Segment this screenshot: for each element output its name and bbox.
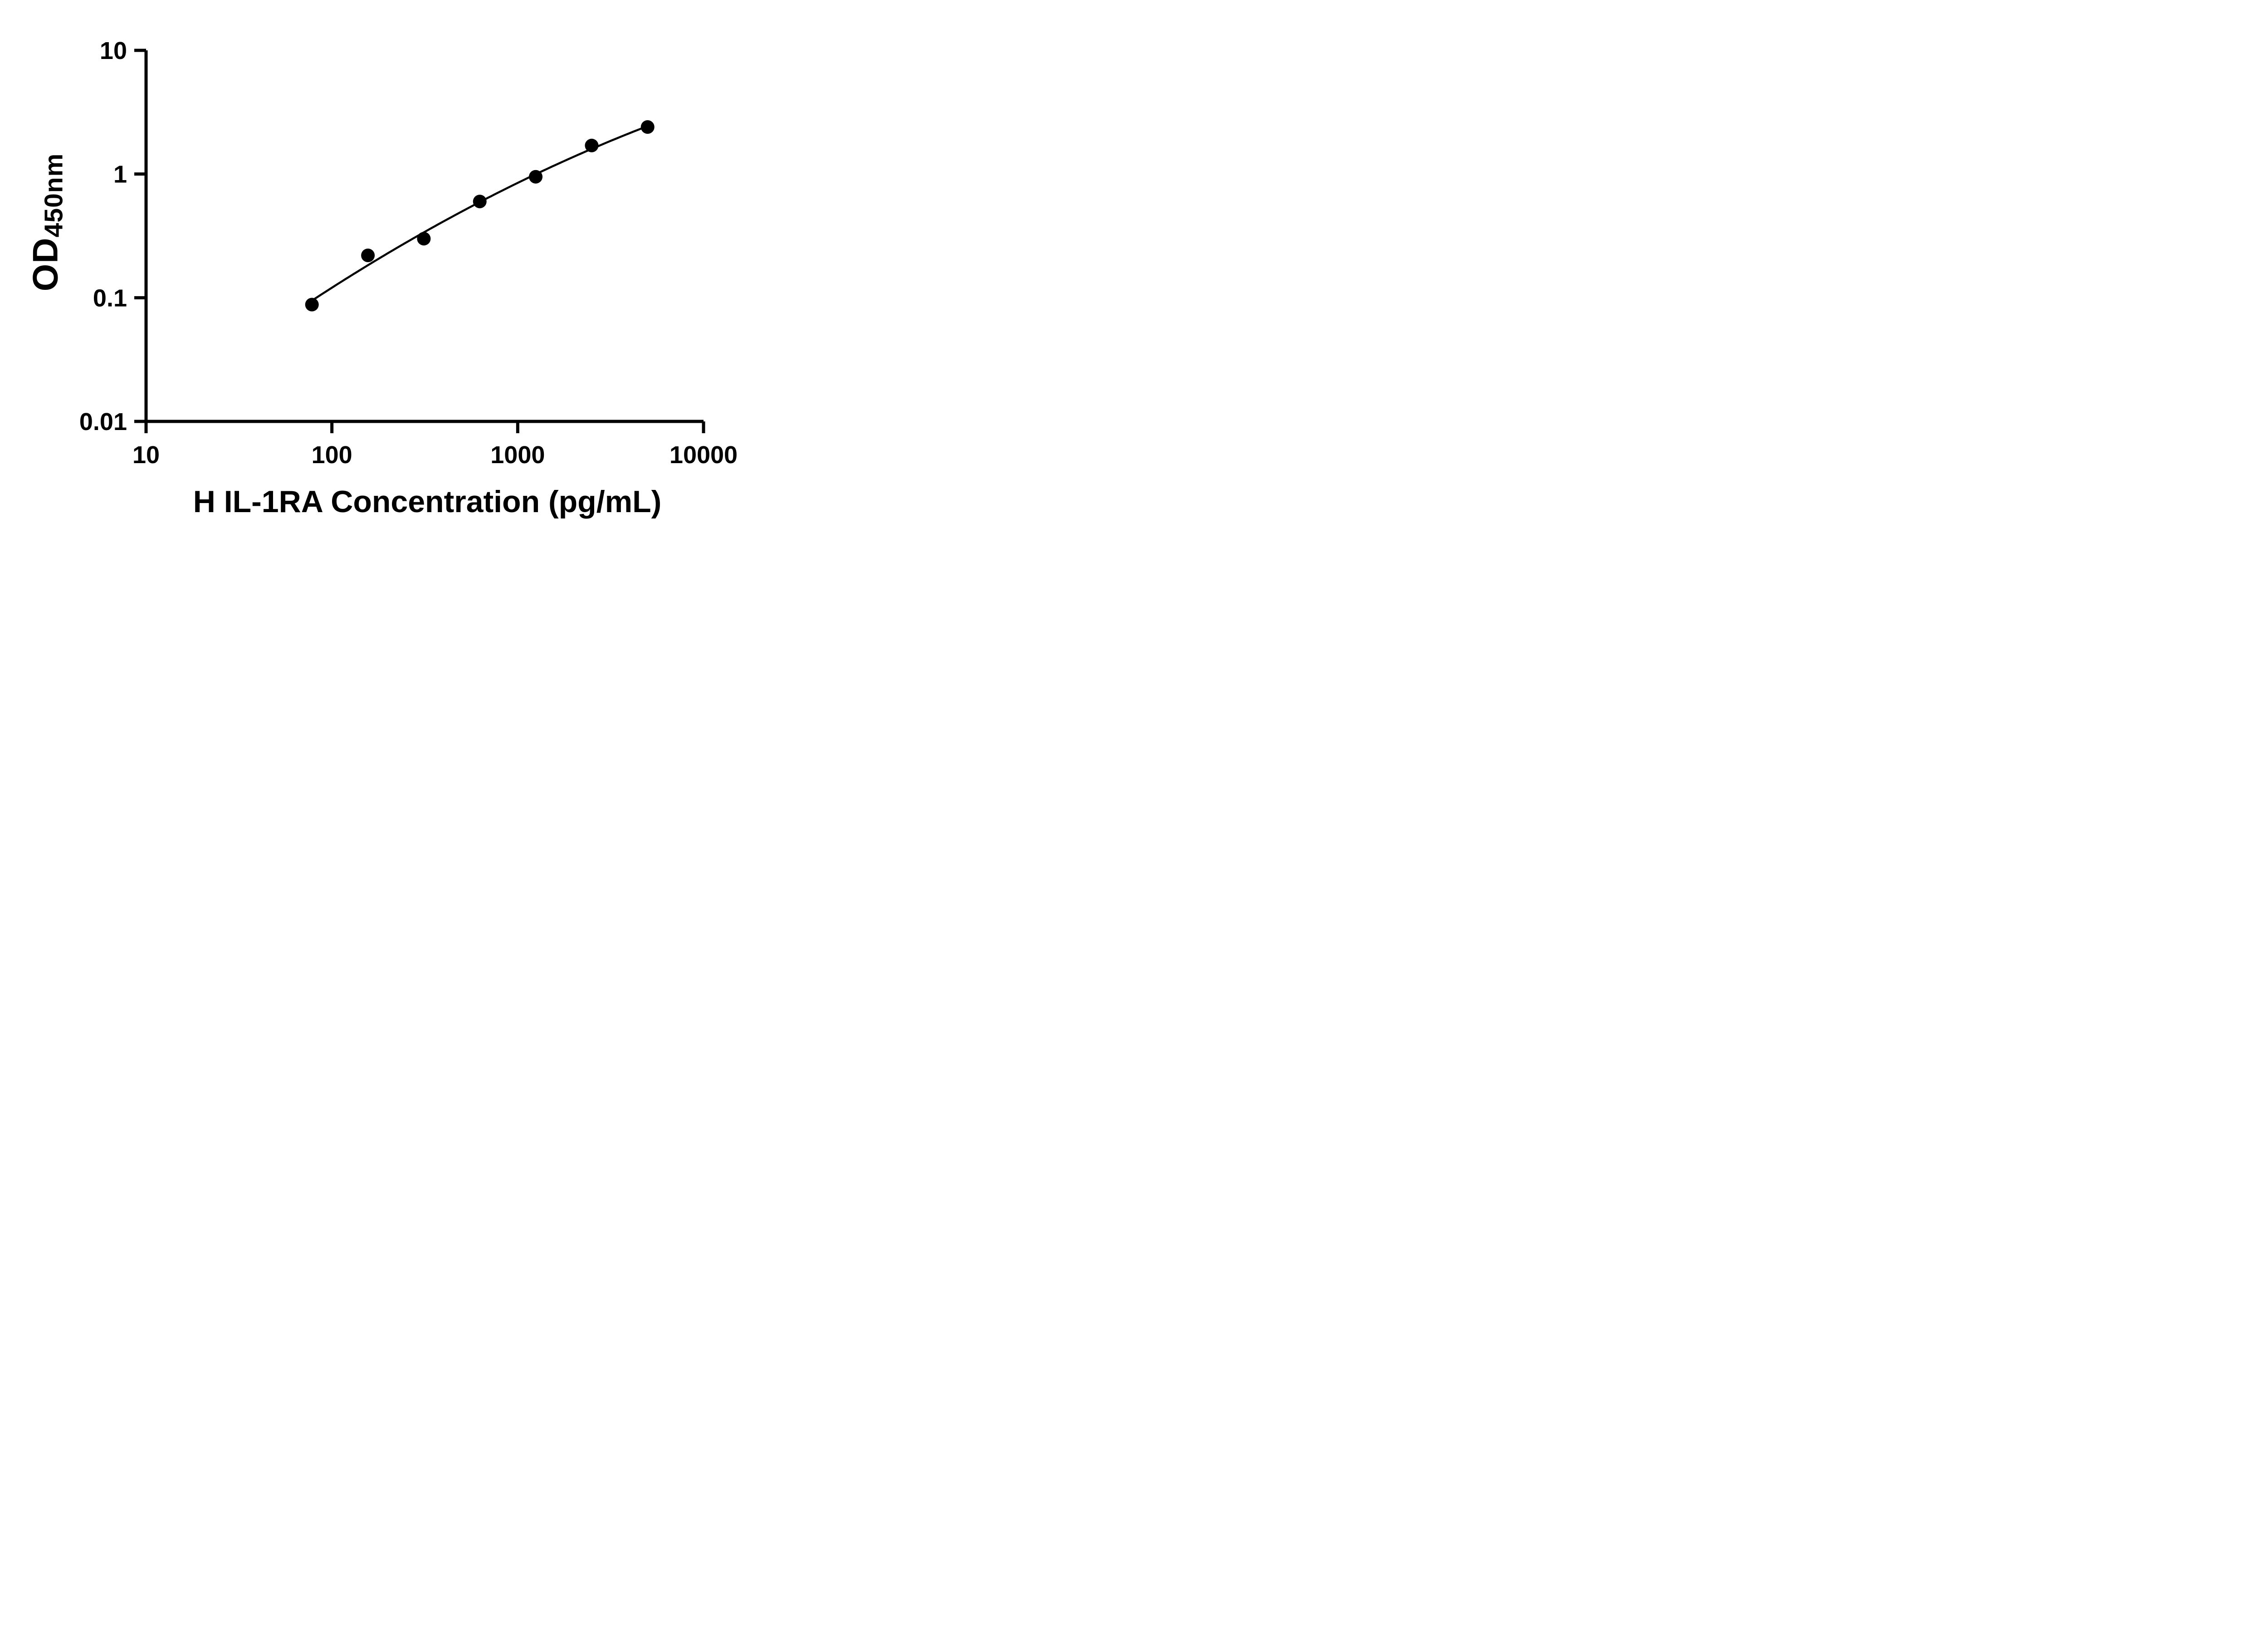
x-axis-tick-label: 10000	[670, 441, 738, 469]
standard-curve-plot: 10 100 1000 10000 10 1 0.1 0.01	[79, 37, 738, 469]
data-point	[529, 170, 543, 184]
x-axis-tick-label: 10	[132, 441, 160, 469]
x-axis-tick-label: 100	[312, 441, 352, 469]
y-axis-tick-label: 1	[113, 161, 127, 188]
data-point	[585, 138, 599, 152]
fit-curve	[311, 125, 649, 302]
data-point	[640, 120, 655, 134]
data-point	[417, 232, 431, 246]
y-axis-tick-label: 0.1	[93, 284, 127, 312]
x-axis-title: H IL-1RA Concentration (pg/mL)	[193, 484, 662, 519]
elisa-standard-curve-figure: 10 100 1000 10000 10 1 0.1 0.01 OD450nm H IL-1R…	[0, 0, 776, 544]
y-axis-title-main: OD	[25, 237, 65, 292]
data-point	[473, 195, 487, 209]
y-axis-title: OD450nm	[25, 153, 69, 292]
y-axis-tick-label: 10	[100, 37, 127, 64]
data-point	[305, 298, 319, 312]
x-axis-tick-label: 1000	[490, 441, 545, 469]
data-point	[361, 249, 375, 262]
y-axis-title-subscript: 450nm	[39, 153, 68, 238]
y-axis-tick-label: 0.01	[79, 408, 127, 435]
